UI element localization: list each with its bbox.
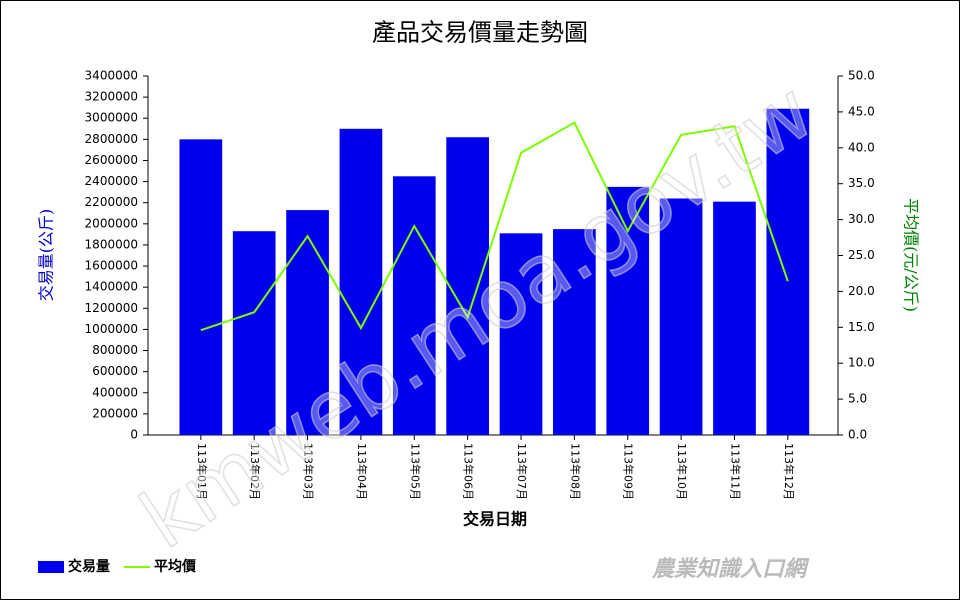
bar: [339, 128, 383, 435]
y-tick-label: 2200000: [85, 195, 138, 209]
y2-axis-title: 平均價(元/公斤): [902, 198, 921, 312]
bar: [232, 231, 276, 435]
legend-label: 平均價: [154, 558, 197, 575]
y2-tick-label: 40.0: [848, 140, 875, 154]
x-tick-label: 113年07月: [515, 443, 529, 500]
y-tick-label: 1800000: [85, 237, 138, 251]
x-tick-label: 113年11月: [728, 443, 742, 500]
x-tick-label: 113年03月: [302, 443, 316, 500]
bar: [553, 229, 596, 435]
y-tick-label: 2400000: [85, 174, 138, 188]
bar: [606, 186, 650, 435]
y-tick-label: 0: [130, 428, 138, 442]
y-tick-label: 1200000: [85, 301, 138, 315]
bar: [766, 108, 810, 435]
y-tick-label: 2000000: [85, 216, 138, 230]
y2-tick-label: 10.0: [848, 356, 875, 370]
legend-swatch: [38, 561, 64, 573]
y2-tick-label: 30.0: [848, 212, 875, 226]
bar: [659, 198, 703, 435]
x-axis-title: 交易日期: [463, 510, 527, 529]
y-tick-label: 1400000: [85, 280, 138, 294]
y-tick-label: 1000000: [85, 322, 138, 336]
y-tick-label: 3000000: [85, 111, 138, 125]
y-tick-label: 600000: [92, 364, 138, 378]
y-tick-label: 3200000: [85, 90, 138, 104]
logo-text: 農業知識入口網: [651, 556, 810, 582]
bar: [286, 210, 329, 435]
y-tick-label: 2600000: [85, 153, 138, 167]
x-tick-label: 113年06月: [462, 443, 476, 500]
y-tick-label: 1600000: [85, 259, 138, 273]
bar: [392, 176, 436, 435]
bar: [499, 233, 543, 435]
x-tick-label: 113年10月: [675, 443, 689, 500]
y2-tick-label: 50.0: [848, 69, 875, 83]
bar: [446, 137, 489, 435]
y-tick-label: 2800000: [85, 132, 138, 146]
y-tick-label: 3400000: [85, 69, 138, 83]
y2-tick-label: 20.0: [848, 284, 875, 298]
y2-tick-label: 25.0: [848, 248, 875, 262]
x-tick-label: 113年04月: [355, 443, 369, 500]
bar: [179, 139, 223, 435]
x-tick-label: 113年08月: [568, 443, 582, 500]
y2-tick-label: 5.0: [848, 392, 867, 406]
y-axis-title: 交易量(公斤): [37, 209, 56, 302]
x-tick-label: 113年12月: [782, 443, 796, 500]
legend-label: 交易量: [68, 558, 110, 575]
x-tick-label: 113年01月: [195, 443, 209, 500]
x-tick-label: 113年05月: [408, 443, 422, 500]
bar: [713, 201, 756, 435]
y2-tick-label: 0.0: [848, 428, 867, 442]
chart-title: 產品交易價量走勢圖: [372, 19, 588, 47]
x-tick-label: 113年09月: [622, 443, 636, 500]
y2-tick-label: 45.0: [848, 104, 875, 118]
y2-tick-label: 15.0: [848, 320, 875, 334]
y-tick-label: 200000: [92, 406, 138, 420]
line: [200, 121, 789, 332]
y-tick-label: 400000: [92, 385, 138, 399]
y2-tick-label: 35.0: [848, 176, 875, 190]
x-tick-label: 113年02月: [248, 443, 262, 500]
y-tick-label: 800000: [92, 343, 138, 357]
